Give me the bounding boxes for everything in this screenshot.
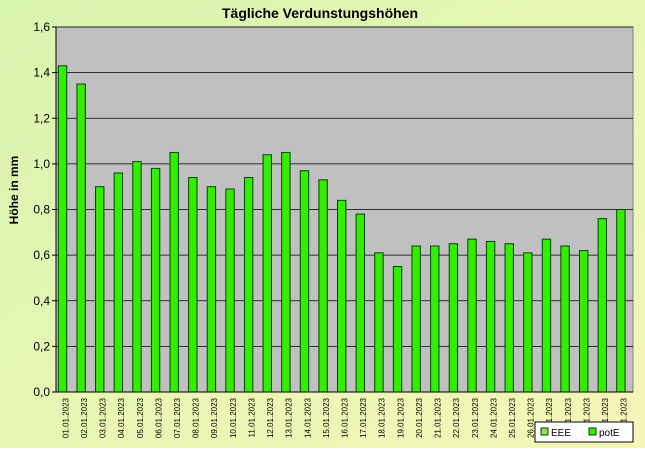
bar [225, 188, 235, 393]
bar [411, 245, 421, 393]
x-tick-label: 24.01.2023 [489, 397, 498, 438]
x-tick-label: 25.01.2023 [508, 397, 517, 438]
y-tick-label: 0,2 [33, 339, 50, 353]
bar [560, 245, 570, 393]
bar [262, 154, 272, 393]
x-tick-label: 22.01.2023 [452, 397, 461, 438]
x-tick-label: 07.01.2023 [173, 397, 182, 438]
x-tick-label: 02.01.2023 [80, 397, 89, 438]
y-axis-label: Höhe in mm [7, 156, 21, 225]
bar [113, 172, 124, 393]
y-tick-label: 0,8 [33, 203, 50, 217]
x-tick-label: 29.01.2023 [582, 397, 591, 438]
x-tick-label: 16.01.2023 [341, 397, 350, 438]
bar [95, 186, 105, 393]
x-tick-label: 18.01.2023 [378, 397, 387, 438]
bar [76, 83, 86, 393]
bar [281, 151, 291, 393]
bar [374, 252, 384, 393]
bar [448, 243, 459, 393]
x-tick-label: 21.01.2023 [434, 397, 443, 438]
bar [355, 213, 366, 393]
bar [132, 161, 142, 393]
bar [299, 170, 310, 393]
bar [243, 177, 254, 393]
bar [485, 240, 496, 393]
x-tick-label: 10.01.2023 [229, 397, 238, 438]
y-tick-label: 1,4 [33, 66, 50, 80]
x-tick-label: 05.01.2023 [136, 397, 145, 438]
bar [616, 209, 626, 393]
chart-title: Tägliche Verdunstungshöhen [222, 5, 418, 21]
x-tick-label: 15.01.2023 [322, 397, 331, 438]
x-tick-label: 31.01.2023 [620, 397, 629, 438]
bar [57, 65, 68, 393]
y-tick-label: 0,0 [33, 385, 50, 399]
bar [206, 186, 217, 393]
bar [467, 238, 477, 393]
x-tick-label: 20.01.2023 [415, 397, 424, 438]
bar [523, 252, 533, 393]
legend [534, 421, 634, 443]
legend-label: potE [599, 428, 620, 439]
x-tick-label: 04.01.2023 [117, 397, 126, 438]
y-tick-label: 1,6 [33, 20, 50, 34]
bar [169, 151, 179, 393]
bar [504, 243, 514, 393]
bar [541, 238, 552, 393]
bar [318, 179, 328, 393]
x-tick-label: 09.01.2023 [210, 397, 219, 438]
legend-swatch [588, 427, 597, 436]
x-tick-label: 14.01.2023 [303, 397, 312, 438]
x-tick-label: 01.01.2023 [61, 397, 70, 438]
x-tick-label: 19.01.2023 [396, 397, 405, 438]
y-tick-label: 0,4 [33, 294, 50, 308]
bar [150, 167, 161, 393]
legend-swatch [540, 427, 549, 436]
x-tick-label: 28.01.2023 [564, 397, 573, 438]
x-tick-label: 27.01.2023 [545, 397, 554, 438]
y-tick-label: 1,0 [33, 157, 50, 171]
x-tick-label: 06.01.2023 [154, 397, 163, 438]
bar [430, 245, 440, 393]
y-tick-label: 0,6 [33, 248, 50, 262]
legend-label: EEE [551, 428, 571, 439]
x-tick-label: 03.01.2023 [99, 397, 108, 438]
x-tick-label: 08.01.2023 [192, 397, 201, 438]
bar [392, 266, 403, 393]
x-tick-label: 12.01.2023 [266, 397, 275, 438]
y-tick-label: 1,2 [33, 111, 50, 125]
x-tick-label: 23.01.2023 [471, 397, 480, 438]
x-tick-label: 13.01.2023 [285, 397, 294, 438]
bar [578, 250, 589, 393]
x-tick-label: 30.01.2023 [601, 397, 610, 438]
bar [597, 218, 607, 393]
x-tick-label: 26.01.2023 [527, 397, 536, 438]
x-tick-label: 17.01.2023 [359, 397, 368, 438]
bar [188, 177, 198, 393]
bar [337, 199, 347, 393]
x-tick-label: 11.01.2023 [247, 397, 256, 437]
